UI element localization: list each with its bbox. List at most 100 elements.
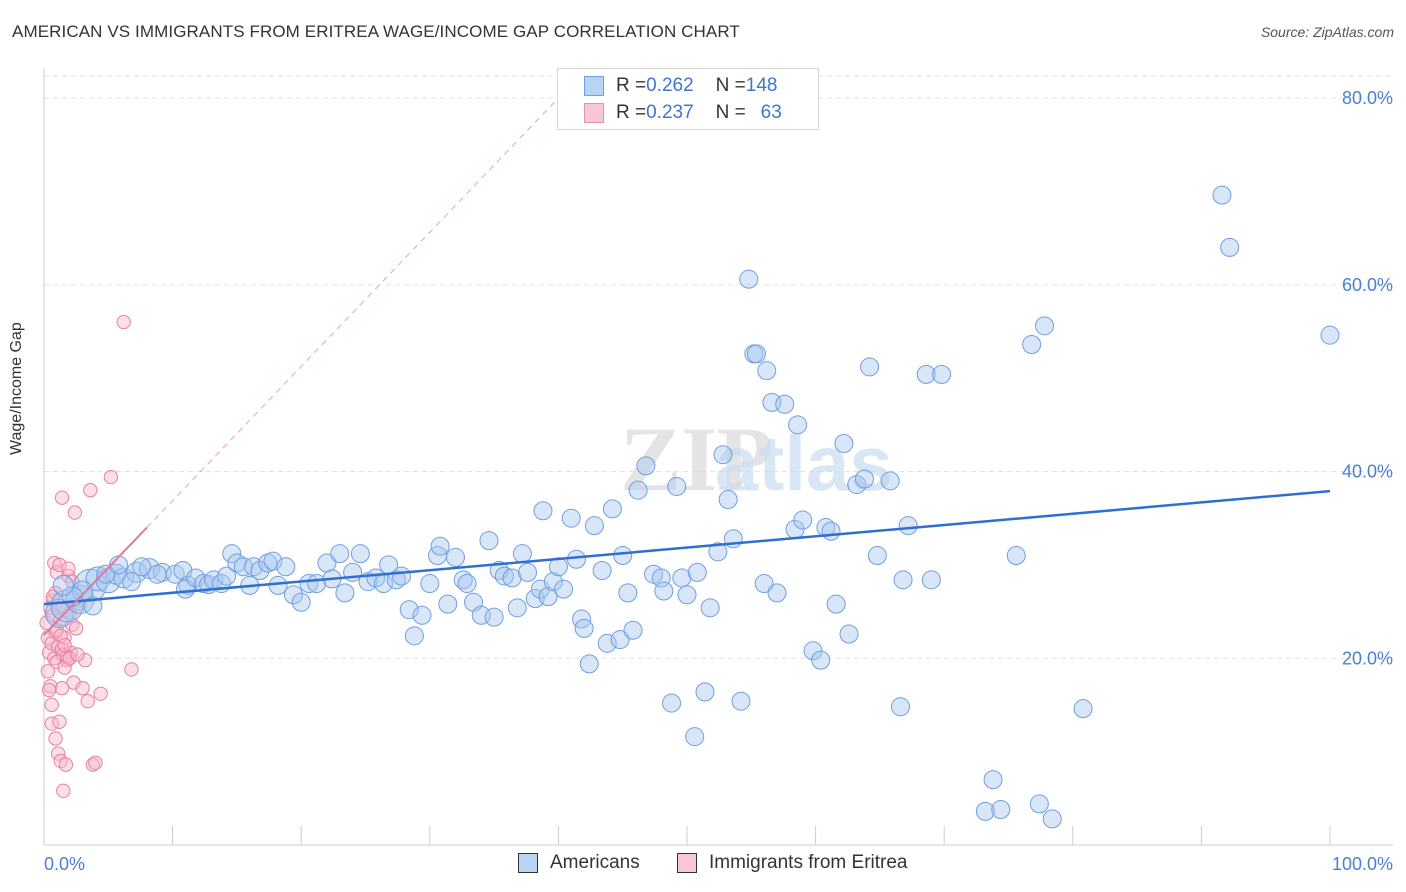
eritrea-point	[66, 675, 81, 690]
americans-legend-row: R = 0.262 N = 148	[616, 73, 777, 99]
americans-point	[479, 531, 499, 551]
americans-n-label: N =	[715, 75, 746, 96]
americans-point	[654, 581, 674, 601]
americans-point	[386, 570, 406, 590]
eritrea-point	[54, 680, 70, 696]
trend-lines	[43, 97, 1331, 636]
americans-point	[826, 594, 846, 614]
americans-point	[399, 600, 419, 620]
eritrea-point	[85, 757, 101, 772]
americans-point	[1042, 809, 1062, 829]
eritrea-point	[67, 505, 83, 520]
eritrea-point	[57, 630, 72, 645]
eritrea-point	[88, 755, 103, 770]
americans-point	[746, 344, 766, 364]
americans-point	[512, 544, 532, 564]
eritrea-n-label: N =	[715, 102, 746, 123]
americans-point	[932, 364, 952, 384]
americans-point	[132, 557, 152, 577]
eritrea-point	[124, 662, 139, 677]
americans-point	[811, 650, 831, 670]
americans-point	[392, 566, 412, 586]
eritrea-swatch	[584, 103, 604, 123]
eritrea-point	[58, 757, 74, 772]
americans-point	[731, 691, 751, 711]
americans-point	[610, 630, 630, 650]
eritrea-point	[52, 714, 67, 729]
americans-point	[592, 560, 612, 580]
americans-point	[1073, 699, 1093, 719]
americans-point	[283, 585, 303, 605]
series-legend: Americans Immigrants from Eritrea	[0, 852, 1406, 878]
x-tick-label-100: 100.0%	[1332, 854, 1393, 874]
americans-point	[708, 542, 728, 562]
americans-point	[430, 536, 450, 556]
americans-point	[52, 574, 74, 596]
americans-point	[775, 394, 795, 414]
eritrea-point	[57, 638, 72, 653]
americans-point	[96, 564, 116, 584]
americans-point	[83, 596, 103, 616]
americans-point	[335, 583, 355, 603]
legend-item-eritrea[interactable]: Immigrants from Eritrea	[677, 852, 907, 874]
americans-point	[554, 579, 574, 599]
eritrea-point	[61, 561, 76, 576]
correlation-legend: R = 0.262 N = 148 R = 0.237 N = 63	[557, 68, 819, 130]
americans-point	[494, 566, 514, 586]
americans-point	[299, 574, 319, 594]
americans-point	[623, 620, 643, 640]
americans-point	[420, 574, 440, 594]
eritrea-point	[41, 682, 57, 698]
eritrea-point	[52, 557, 67, 573]
americans-point	[1212, 185, 1232, 205]
y-tick-labels: 20.0% 40.0% 60.0% 80.0%	[1342, 88, 1393, 668]
americans-point	[677, 585, 697, 605]
legend-eritrea-swatch	[677, 853, 697, 873]
americans-trend-line	[43, 489, 1331, 606]
americans-point	[739, 269, 759, 289]
chart-title: AMERICAN VS IMMIGRANTS FROM ERITREA WAGE…	[12, 22, 740, 41]
y-tick-label-40: 40.0%	[1342, 462, 1393, 482]
eritrea-point	[54, 490, 70, 505]
eritrea-point	[41, 645, 57, 660]
americans-point	[121, 572, 141, 592]
americans-point	[767, 583, 787, 603]
americans-point	[921, 570, 941, 590]
eritrea-point	[45, 608, 61, 623]
americans-point	[975, 801, 995, 821]
americans-point	[446, 547, 466, 567]
eritrea-point	[80, 694, 95, 709]
americans-point	[263, 551, 283, 571]
americans-point	[834, 433, 854, 453]
americans-point	[700, 598, 720, 618]
eritrea-point	[116, 314, 131, 330]
americans-point	[217, 566, 237, 586]
eritrea-point	[44, 697, 59, 713]
legend-item-americans[interactable]: Americans	[518, 852, 640, 874]
americans-point	[561, 508, 581, 528]
eritrea-point	[77, 652, 93, 668]
americans-point	[518, 562, 538, 582]
eritrea-point	[53, 628, 68, 644]
americans-point	[754, 574, 774, 594]
americans-point	[574, 618, 594, 638]
americans-r-label: R =	[616, 75, 647, 96]
watermark-atlas: atlas	[715, 419, 893, 507]
americans-point	[983, 770, 1003, 790]
eritrea-point	[75, 680, 90, 696]
americans-point	[438, 594, 458, 614]
americans-point	[579, 654, 599, 674]
americans-point	[1220, 237, 1240, 257]
americans-point	[893, 570, 913, 590]
americans-point	[628, 480, 648, 500]
americans-point	[538, 587, 558, 607]
americans-point	[890, 697, 910, 717]
americans-point	[1035, 316, 1055, 336]
eritrea-point	[48, 731, 63, 746]
americans-point	[839, 624, 859, 644]
americans-point	[695, 682, 715, 702]
americans-point	[453, 570, 473, 590]
americans-point	[685, 727, 705, 747]
legend-americans-swatch	[518, 853, 538, 873]
americans-point	[457, 574, 477, 594]
